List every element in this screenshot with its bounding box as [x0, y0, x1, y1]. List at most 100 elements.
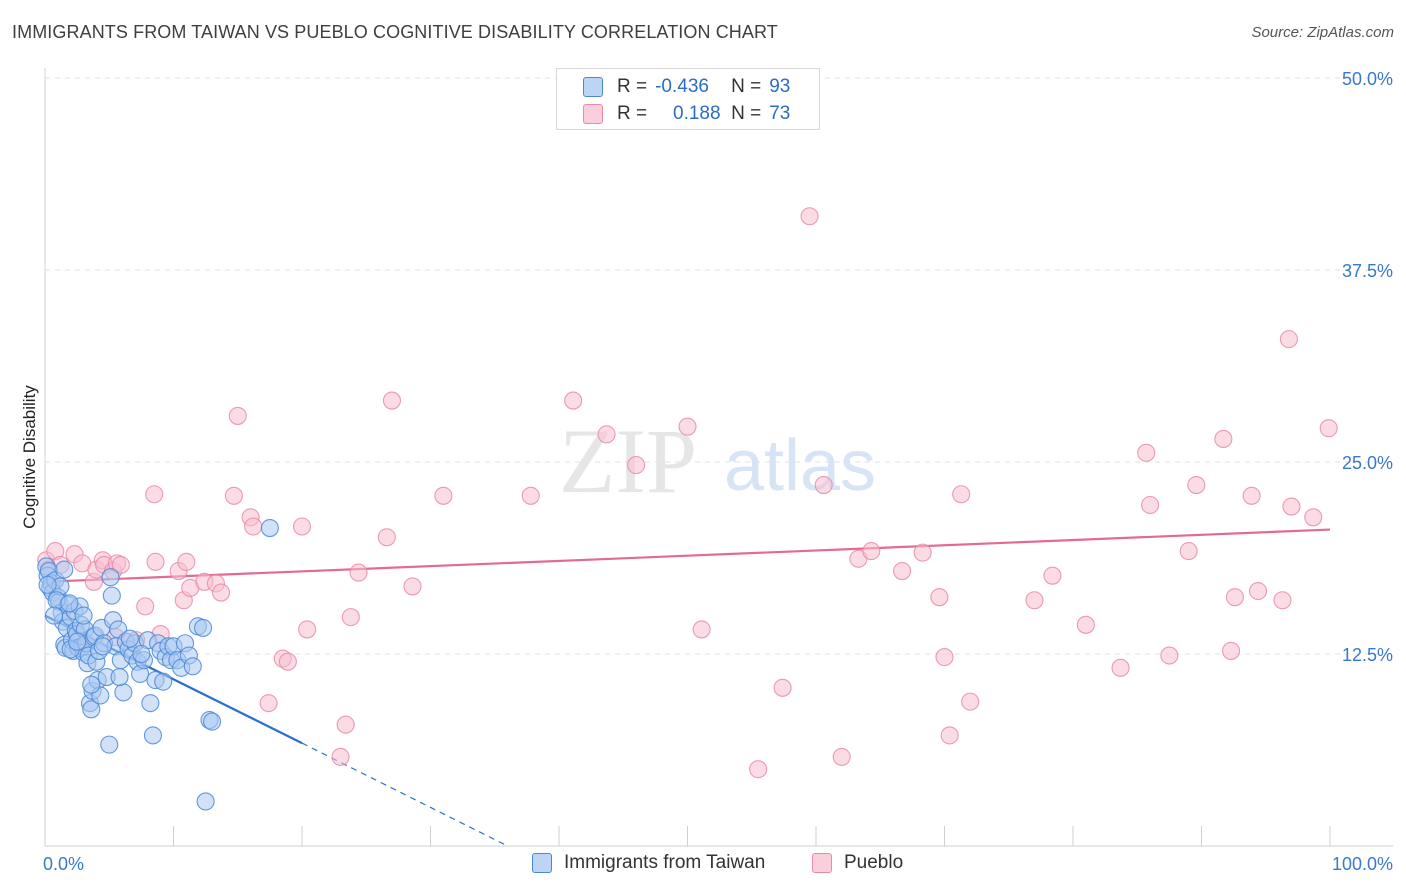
pueblo-point: [228, 406, 247, 425]
taiwan-point: [154, 672, 173, 691]
pueblo-point: [1179, 542, 1198, 561]
pueblo-point: [692, 620, 711, 639]
series-legend-pueblo[interactable]: Pueblo: [812, 852, 903, 874]
pueblo-point: [292, 517, 312, 536]
taiwan-point: [101, 568, 120, 587]
pueblo-point: [1137, 443, 1156, 462]
y-tick-label: 12.5%: [1342, 645, 1393, 665]
taiwan-point: [196, 792, 215, 811]
pueblo-point: [211, 583, 231, 602]
series-swatch-pink: [812, 853, 832, 873]
taiwan-point: [44, 606, 64, 625]
watermark: ZIP atlas: [559, 410, 876, 512]
taiwan-point: [93, 637, 112, 656]
series-legend: Immigrants from Taiwan Pueblo: [0, 850, 1406, 878]
taiwan-point: [55, 560, 74, 579]
pueblo-point: [935, 648, 954, 667]
legend-n-label: N =: [731, 103, 762, 124]
pueblo-point: [434, 486, 453, 505]
series-legend-pueblo-label: Pueblo: [844, 852, 904, 873]
pueblo-point: [145, 485, 164, 504]
pueblo-point: [278, 652, 297, 671]
pueblo-point: [940, 726, 959, 745]
taiwan-point: [60, 594, 79, 613]
pueblo-point: [1187, 475, 1206, 495]
pueblo-point: [521, 486, 540, 505]
taiwan-point: [141, 694, 160, 713]
pueblo-point: [298, 620, 317, 639]
pueblo-point: [1279, 330, 1298, 349]
legend-n-label: N =: [731, 76, 762, 97]
y-tick-label: 37.5%: [1342, 261, 1393, 281]
pueblo-point: [814, 475, 833, 495]
legend-swatch-blue: [583, 77, 603, 97]
legend-r-value: 0.188: [655, 103, 731, 125]
taiwan-point: [194, 618, 213, 637]
pueblo-point: [146, 552, 165, 571]
stats-legend: R = -0.436 N = 93 R = 0.188 N = 73: [556, 68, 820, 130]
pueblo-point: [111, 555, 130, 574]
pueblo-point: [1319, 419, 1338, 438]
gridlines: [45, 77, 1393, 655]
taiwan-point: [114, 683, 133, 702]
pueblo-point: [913, 543, 932, 562]
pueblo-point: [930, 588, 949, 607]
legend-r-value: -0.436: [655, 76, 709, 97]
taiwan-point: [82, 700, 101, 719]
pueblo-point: [349, 563, 368, 582]
pueblo-point: [800, 207, 819, 226]
pueblo-point: [1160, 646, 1179, 665]
pueblo-point: [961, 692, 980, 711]
legend-n-value: 93: [769, 76, 791, 97]
y-tick-label: 25.0%: [1342, 453, 1393, 473]
pueblo-trend-line: [44, 528, 1331, 583]
series-legend-taiwan[interactable]: Immigrants from Taiwan: [532, 852, 765, 874]
pueblo-point: [832, 747, 851, 766]
watermark-zip: ZIP: [559, 410, 697, 512]
taiwan-point: [38, 575, 57, 594]
pueblo-point: [1248, 581, 1268, 601]
pueblo-point: [224, 486, 243, 505]
taiwan-point: [100, 735, 119, 754]
taiwan-point: [74, 606, 93, 625]
pueblo-point: [331, 747, 350, 766]
taiwan-point: [110, 667, 129, 687]
chart-title: IMMIGRANTS FROM TAIWAN VS PUEBLO COGNITI…: [12, 22, 778, 42]
legend-row-pueblo: R = 0.188 N = 73: [557, 100, 819, 128]
pueblo-point: [382, 391, 402, 410]
pueblo-point: [1282, 497, 1301, 516]
axes: 12.5% 25.0% 37.5% 50.0% 0.0% 100.0%: [43, 68, 1393, 874]
taiwan-point: [82, 675, 101, 694]
pueblo-point: [1304, 508, 1323, 527]
taiwan-point: [102, 586, 121, 605]
legend-swatch-pink: [583, 104, 603, 124]
watermark-atlas: atlas: [724, 426, 876, 506]
pueblo-point: [377, 528, 396, 547]
pueblo-point: [749, 760, 768, 779]
taiwan-point: [68, 632, 87, 651]
pueblo-point: [136, 597, 155, 616]
pueblo-point: [597, 425, 616, 444]
legend-r-label: R =: [617, 103, 648, 124]
pueblo-point: [564, 391, 583, 410]
data-points: [37, 207, 1338, 811]
trend-lines: [44, 528, 1331, 847]
pueblo-point: [244, 517, 263, 536]
pueblo-point: [1141, 495, 1160, 515]
pueblo-point: [893, 562, 912, 581]
pueblo-point: [1273, 591, 1292, 610]
pueblo-point: [678, 417, 697, 436]
x-tick-label-min: 0.0%: [43, 854, 84, 874]
taiwan-point: [132, 644, 151, 664]
taiwan-point: [120, 629, 139, 648]
legend-n-value: 73: [769, 103, 791, 124]
pueblo-point: [1043, 566, 1062, 585]
legend-r-value-text: 0.188: [673, 103, 721, 124]
taiwan-point: [260, 518, 279, 538]
pueblo-point: [773, 678, 792, 697]
legend-r-label: R =: [617, 76, 648, 97]
pueblo-point: [1076, 615, 1095, 634]
pueblo-point: [1225, 588, 1244, 607]
pueblo-point: [403, 577, 422, 596]
